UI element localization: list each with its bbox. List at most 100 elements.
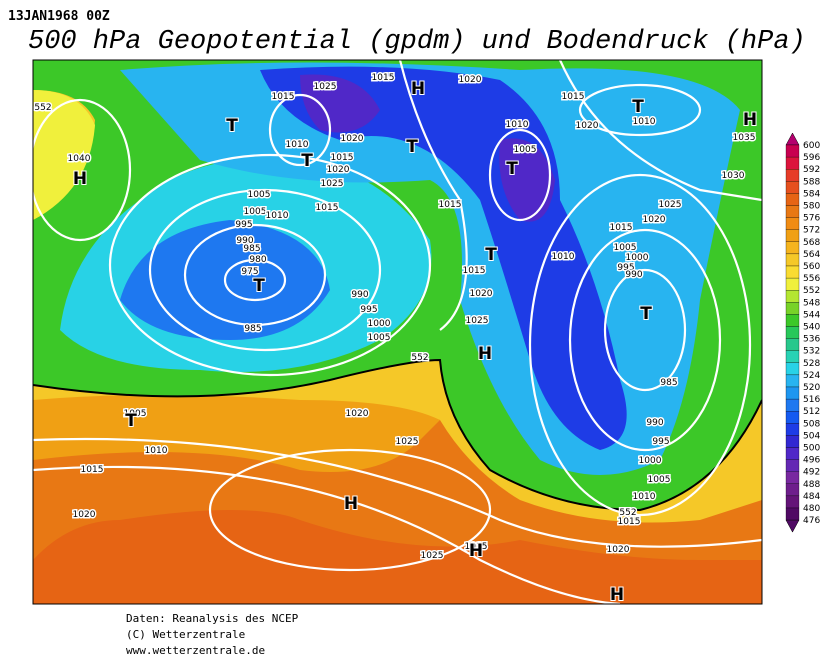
isobar-label: 1020 bbox=[73, 510, 96, 520]
footer-line: Daten: Reanalysis des NCEP bbox=[126, 612, 299, 625]
colorbar-swatch bbox=[785, 253, 800, 267]
isobar-label: 1020 bbox=[470, 289, 493, 299]
colorbar-label: 500 bbox=[803, 444, 820, 454]
isobar-label: 995 bbox=[652, 437, 669, 447]
isobar-label: 1010 bbox=[633, 117, 656, 127]
pressure-center: T bbox=[125, 411, 137, 431]
pressure-center: H bbox=[469, 541, 483, 561]
isobar-label: 1015 bbox=[81, 465, 104, 475]
isobar-label: 1005 bbox=[368, 333, 391, 343]
colorbar-swatch bbox=[785, 241, 800, 255]
isobar-label: 1005 bbox=[514, 145, 537, 155]
region bbox=[33, 510, 762, 604]
isobar-label: 985 bbox=[660, 378, 677, 388]
colorbar-swatch bbox=[785, 507, 800, 521]
colorbar-label: 496 bbox=[803, 456, 820, 466]
isobar-label: 1015 bbox=[331, 153, 354, 163]
colorbar-swatch bbox=[785, 338, 800, 351]
isobar-label: 1020 bbox=[643, 215, 666, 225]
colorbar-label: 512 bbox=[803, 407, 820, 417]
contour-552 bbox=[33, 358, 762, 512]
isobar-label: 1010 bbox=[145, 446, 168, 456]
colorbar-swatch bbox=[785, 350, 800, 363]
colorbar-label: 592 bbox=[803, 165, 820, 175]
colorbar-label: 476 bbox=[803, 516, 820, 526]
colorbar-label: 552 bbox=[803, 286, 820, 296]
colorbar-label: 520 bbox=[803, 383, 820, 393]
colorbar-label: 524 bbox=[803, 371, 820, 381]
colorbar-swatch bbox=[785, 423, 800, 436]
pressure-center: H bbox=[478, 344, 492, 364]
colorbar-swatch bbox=[785, 277, 800, 291]
region bbox=[33, 395, 440, 472]
pressure-center: H bbox=[73, 169, 87, 189]
pressure-center: T bbox=[406, 137, 418, 157]
isobar-label: 1005 bbox=[124, 409, 147, 419]
isobar-label: 995 bbox=[235, 220, 252, 230]
isobar-label: 990 bbox=[625, 270, 642, 280]
pressure-center: T bbox=[253, 276, 265, 296]
colorbar-arrow bbox=[785, 132, 800, 146]
colorbar-label: 532 bbox=[803, 347, 820, 357]
isobar-label: 1010 bbox=[552, 252, 575, 262]
colorbar-label: 488 bbox=[803, 480, 820, 490]
isobar-label: 1015 bbox=[465, 542, 488, 552]
colorbar-swatch bbox=[785, 314, 800, 327]
colorbar-swatch bbox=[785, 193, 800, 206]
colorbar-swatch bbox=[785, 205, 800, 218]
isobar-label: 552 bbox=[411, 353, 428, 363]
pressure-center: H bbox=[743, 110, 757, 130]
colorbar-swatch bbox=[785, 398, 800, 412]
isobar-label: 1020 bbox=[327, 165, 350, 175]
colorbar-label: 508 bbox=[803, 419, 820, 429]
isobars bbox=[33, 60, 762, 604]
isobar-label: 1015 bbox=[372, 73, 395, 83]
colorbar-swatch bbox=[785, 217, 800, 230]
colorbar-swatch bbox=[785, 362, 800, 376]
isobar-label: 1025 bbox=[466, 316, 489, 326]
colorbar-swatch bbox=[785, 229, 800, 242]
isobar-label: 1025 bbox=[396, 437, 419, 447]
colorbar-swatch bbox=[785, 435, 800, 448]
isobar-label: 552 bbox=[34, 103, 51, 113]
colorbar-label: 540 bbox=[803, 323, 820, 333]
isobar-label: 1015 bbox=[439, 200, 462, 210]
colorbar-label: 556 bbox=[803, 274, 820, 284]
colorbar-swatch bbox=[785, 326, 800, 339]
colorbar-label: 564 bbox=[803, 250, 820, 260]
isobar-label: 1030 bbox=[722, 171, 745, 181]
pressure-center: H bbox=[344, 494, 358, 514]
isobar-label: 1015 bbox=[562, 92, 585, 102]
isobar-label: 1005 bbox=[614, 243, 637, 253]
pressure-center: T bbox=[226, 116, 238, 136]
pressure-center: T bbox=[301, 151, 313, 171]
colorbar-label: 484 bbox=[803, 492, 820, 502]
date: 13JAN1968 00Z bbox=[8, 9, 110, 24]
colorbar-label: 580 bbox=[803, 202, 820, 212]
colorbar-label: 600 bbox=[803, 141, 820, 151]
colorbar-swatch bbox=[785, 302, 800, 315]
colorbar-swatch bbox=[785, 459, 800, 472]
isobar-label: 1020 bbox=[576, 121, 599, 131]
isobar-label: 995 bbox=[617, 263, 634, 273]
isobar-label: 1025 bbox=[421, 551, 444, 561]
footer-line: (C) Wetterzentrale bbox=[126, 628, 245, 641]
isobar-label: 1020 bbox=[346, 409, 369, 419]
isobar-label: 1010 bbox=[633, 492, 656, 502]
colorbar-swatch bbox=[785, 411, 800, 424]
colorbar-swatch bbox=[785, 156, 800, 170]
isobar-label: 1005 bbox=[648, 475, 671, 485]
pressure-center: T bbox=[640, 304, 652, 324]
colorbar-label: 576 bbox=[803, 214, 820, 224]
region bbox=[33, 90, 95, 220]
isobar-label: 1015 bbox=[463, 266, 486, 276]
pressure-center: H bbox=[610, 585, 624, 605]
isobar-label: 1000 bbox=[368, 319, 391, 329]
colorbar-label: 536 bbox=[803, 335, 820, 345]
isobar-label: 1020 bbox=[459, 75, 482, 85]
isobar-label: 552 bbox=[619, 508, 636, 518]
isobar-label: 990 bbox=[646, 418, 663, 428]
colorbar-swatch bbox=[785, 447, 800, 460]
